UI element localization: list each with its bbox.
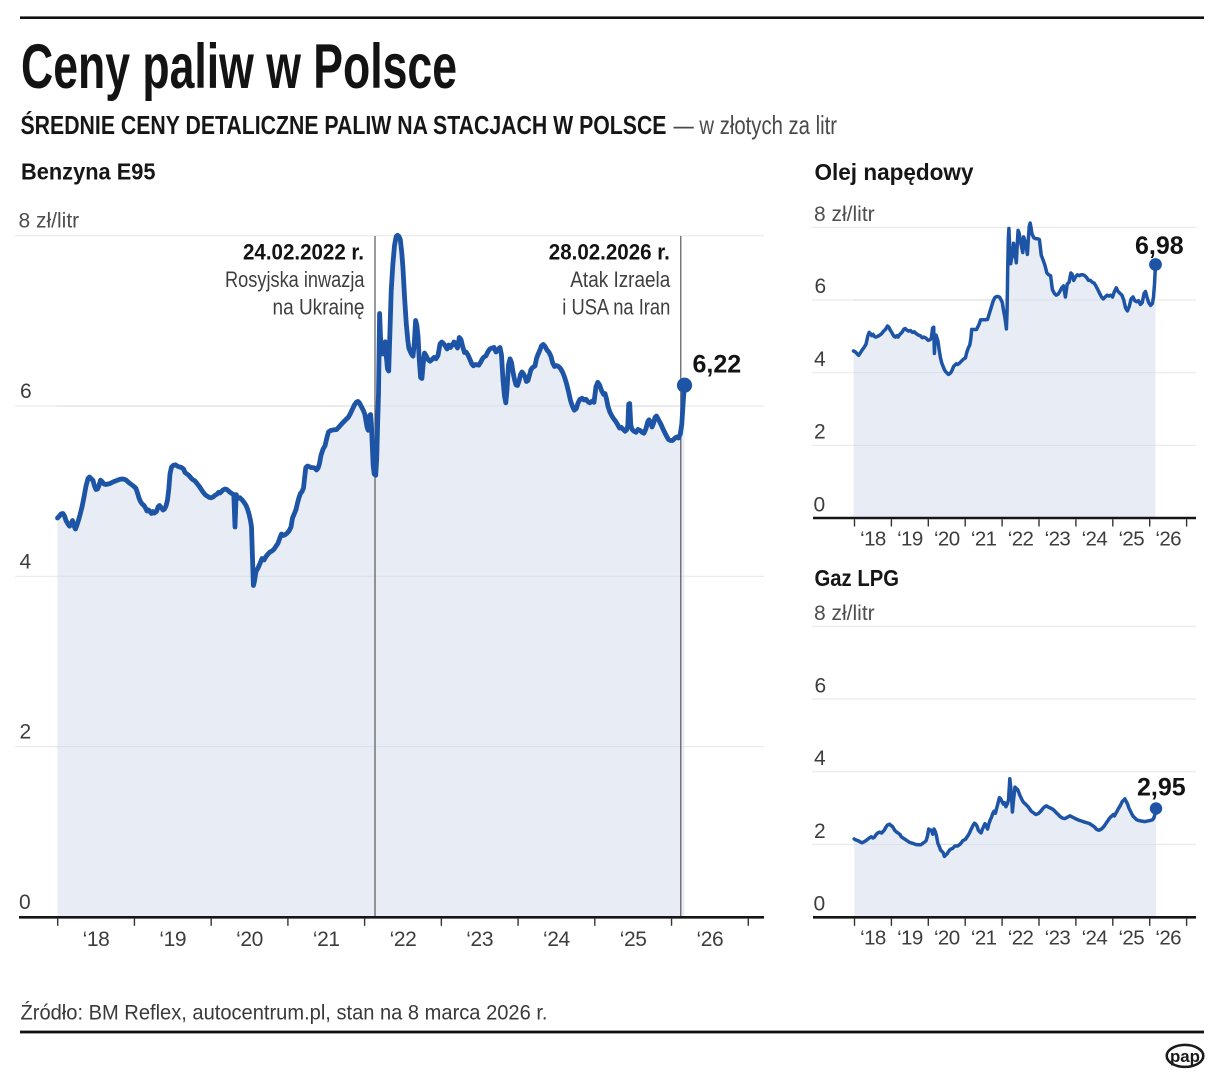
svg-text:‘22: ‘22 — [1008, 527, 1034, 550]
svg-text:2: 2 — [814, 421, 826, 444]
svg-text:‘24: ‘24 — [1082, 926, 1108, 949]
svg-text:4: 4 — [20, 550, 32, 573]
svg-text:Ceny paliw w Polsce: Ceny paliw w Polsce — [21, 32, 457, 102]
svg-text:‘23: ‘23 — [1045, 926, 1071, 949]
svg-text:‘19: ‘19 — [897, 527, 923, 550]
svg-text:0: 0 — [814, 893, 826, 916]
svg-text:4: 4 — [814, 348, 826, 371]
svg-text:na Ukrainę: na Ukrainę — [273, 295, 365, 320]
svg-text:‘22: ‘22 — [1008, 926, 1034, 949]
svg-text:Atak Izraela: Atak Izraela — [570, 267, 671, 292]
svg-text:‘21: ‘21 — [313, 928, 340, 951]
svg-text:‘19: ‘19 — [159, 928, 186, 951]
svg-text:‘20: ‘20 — [934, 527, 960, 550]
svg-text:Olej napędowy: Olej napędowy — [815, 159, 974, 185]
svg-text:‘18: ‘18 — [860, 926, 886, 949]
svg-text:‘25: ‘25 — [1118, 926, 1144, 949]
svg-text:Źródło: BM Reflex, autocentrum: Źródło: BM Reflex, autocentrum.pl, stan … — [21, 1002, 548, 1025]
svg-text:ŚREDNIE CENY DETALICZNE PALIW: ŚREDNIE CENY DETALICZNE PALIW NA STACJAC… — [21, 110, 667, 140]
svg-text:‘19: ‘19 — [897, 926, 923, 949]
svg-text:‘26: ‘26 — [1155, 527, 1181, 550]
svg-text:8 zł/litr: 8 zł/litr — [814, 602, 875, 625]
svg-text:6: 6 — [815, 275, 827, 298]
svg-text:Gaz LPG: Gaz LPG — [815, 565, 900, 591]
svg-text:8 zł/litr: 8 zł/litr — [814, 203, 875, 226]
svg-text:2: 2 — [814, 820, 826, 843]
svg-text:‘24: ‘24 — [1082, 527, 1108, 550]
svg-text:‘20: ‘20 — [236, 928, 263, 951]
svg-text:‘26: ‘26 — [696, 928, 723, 951]
svg-text:6,22: 6,22 — [693, 351, 742, 379]
svg-text:‘21: ‘21 — [971, 527, 997, 550]
svg-text:‘23: ‘23 — [466, 928, 493, 951]
svg-text:‘18: ‘18 — [83, 928, 110, 951]
svg-text:0: 0 — [814, 493, 826, 516]
svg-text:‘20: ‘20 — [934, 926, 960, 949]
svg-text:24.02.2022 r.: 24.02.2022 r. — [243, 240, 364, 265]
svg-text:i USA na Iran: i USA na Iran — [562, 295, 670, 320]
svg-text:4: 4 — [814, 747, 826, 770]
svg-text:— w złotych za litr: — w złotych za litr — [674, 110, 838, 140]
svg-text:8 zł/litr: 8 zł/litr — [19, 210, 80, 233]
svg-text:6: 6 — [815, 675, 827, 698]
svg-text:2: 2 — [20, 721, 32, 744]
svg-text:pap: pap — [1170, 1047, 1200, 1066]
svg-text:Benzyna E95: Benzyna E95 — [21, 159, 156, 185]
svg-text:Rosyjska inwazja: Rosyjska inwazja — [225, 267, 365, 292]
svg-text:28.02.2026 r.: 28.02.2026 r. — [549, 240, 670, 265]
svg-text:‘26: ‘26 — [1155, 926, 1181, 949]
svg-text:‘18: ‘18 — [860, 527, 886, 550]
svg-text:2,95: 2,95 — [1137, 774, 1186, 802]
svg-text:‘22: ‘22 — [390, 928, 417, 951]
svg-text:6: 6 — [20, 380, 32, 403]
svg-text:6,98: 6,98 — [1135, 232, 1184, 260]
svg-text:‘23: ‘23 — [1045, 527, 1071, 550]
svg-text:‘25: ‘25 — [620, 928, 647, 951]
svg-text:0: 0 — [19, 891, 31, 914]
svg-text:‘24: ‘24 — [543, 928, 571, 951]
svg-text:‘21: ‘21 — [971, 926, 997, 949]
svg-text:‘25: ‘25 — [1118, 527, 1144, 550]
